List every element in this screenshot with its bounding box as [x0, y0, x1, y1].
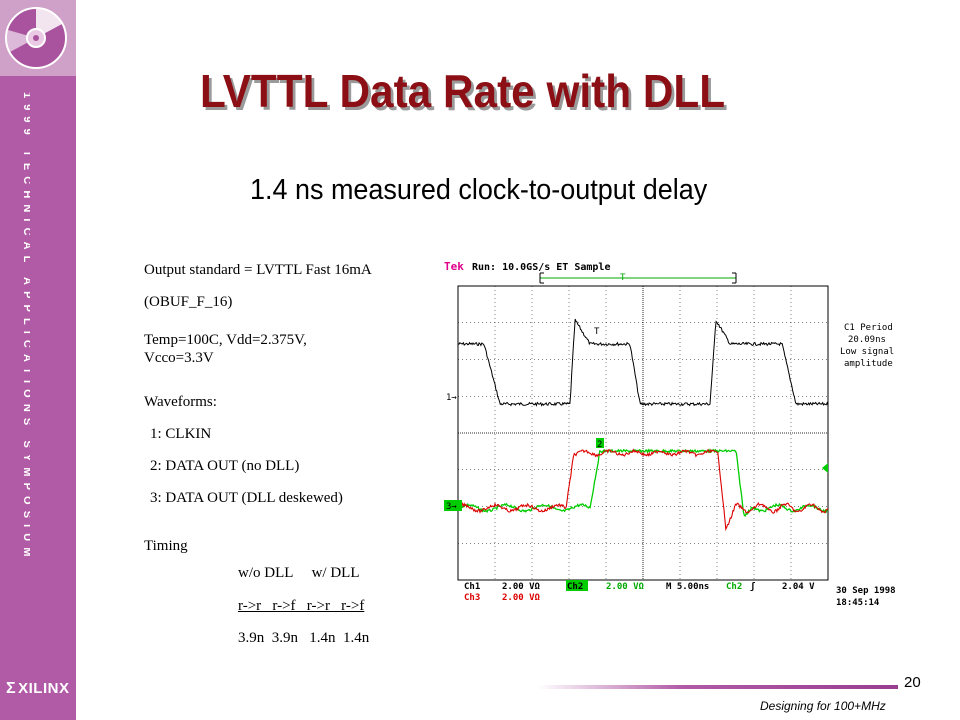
ch2-value: 2.00 VΩ: [606, 582, 645, 592]
xilinx-logo: Σ XILINX: [6, 680, 69, 698]
scope-time: 18:45:14: [836, 598, 880, 608]
trigger-marker-top: T: [620, 273, 626, 283]
timing-label: Timing: [144, 538, 188, 554]
page-subtitle: 1.4 ns measured clock-to-output delay: [250, 174, 708, 206]
timing-values: 3.9n 3.9n 1.4n 1.4n: [238, 630, 370, 646]
cd-logo-icon: [5, 7, 67, 69]
ch2-marker: 2: [597, 440, 602, 450]
ch3-value: 2.00 VΩ: [502, 593, 541, 603]
scope-run-status: Run: 10.0GS/s ET Sample: [472, 262, 610, 273]
measurement-line-4: amplitude: [844, 359, 893, 369]
scope-brand: Tek: [444, 260, 464, 273]
page-title: LVTTL Data Rate with DLL: [200, 65, 726, 117]
scope-grid: [458, 286, 828, 580]
ch2-marker-bg: [596, 438, 604, 448]
footer-text: Designing for 100+MHz: [760, 699, 886, 713]
output-standard: Output standard = LVTTL Fast 16mA: [144, 262, 372, 278]
conditions-line-2: Vcco=3.3V: [144, 350, 214, 366]
timebase: M 5.00ns: [666, 582, 709, 592]
symposium-vertical-text: 1999 TECHNICAL APPLICATIONS SYMPOSIUM: [21, 92, 30, 563]
ch3-setting: Ch3: [464, 593, 480, 603]
conditions-line-1: Temp=100C, Vdd=2.375V,: [144, 332, 307, 348]
ch1-marker: 1→: [446, 393, 457, 403]
trigger-source: Ch2: [726, 582, 742, 592]
page-number: 20: [904, 674, 921, 691]
acquisition-bracket: T: [539, 272, 737, 284]
trigger-point-marker: T: [594, 327, 600, 337]
xilinx-brand: XILINX: [18, 680, 70, 697]
ch1-setting: Ch1: [464, 582, 480, 592]
trigger-level: 2.04 V: [782, 582, 815, 592]
waveform-item-3: 3: DATA OUT (DLL deskewed): [150, 490, 343, 506]
footer-divider: [538, 685, 898, 689]
waveforms-label: Waveforms:: [144, 394, 217, 410]
logo-box: [0, 0, 76, 76]
measurement-line-1: C1 Period: [844, 323, 893, 333]
trigger-level-icon: [822, 463, 828, 473]
ch2-setting-bg: [566, 580, 588, 591]
ch3-marker-bg: [444, 500, 462, 511]
measurement-line-3: Low signal: [840, 347, 894, 357]
ch2-data-out-trace: [457, 448, 829, 518]
waveform-item-1: 1: CLKIN: [150, 426, 212, 442]
buffer-label: (OBUF_F_16): [144, 294, 233, 310]
oscilloscope-display: Tek Run: 10.0GS/s ET Sample T 1→ 3→ 2 T …: [444, 260, 896, 608]
ch1-value: 2.00 VΩ: [502, 582, 541, 592]
waveform-item-2: 2: DATA OUT (no DLL): [150, 458, 300, 474]
ch3-marker: 3→: [446, 502, 457, 512]
timing-headers: r->r r->f r->r r->f: [238, 598, 365, 614]
trigger-slope-icon: ʃ: [750, 582, 756, 592]
ch3-data-out-dll-trace: [457, 448, 829, 532]
ch1-clkin-trace: [457, 318, 829, 407]
timing-groups: w/o DLL w/ DLL: [238, 565, 360, 581]
measurement-line-2: 20.09ns: [848, 335, 886, 345]
symposium-text: 1999 TECHNICAL APPLICATIONS SYMPOSIUM: [21, 92, 30, 563]
scope-date: 30 Sep 1998: [836, 586, 896, 596]
ch2-setting: Ch2: [567, 582, 583, 592]
xilinx-mark-icon: Σ: [6, 680, 17, 697]
